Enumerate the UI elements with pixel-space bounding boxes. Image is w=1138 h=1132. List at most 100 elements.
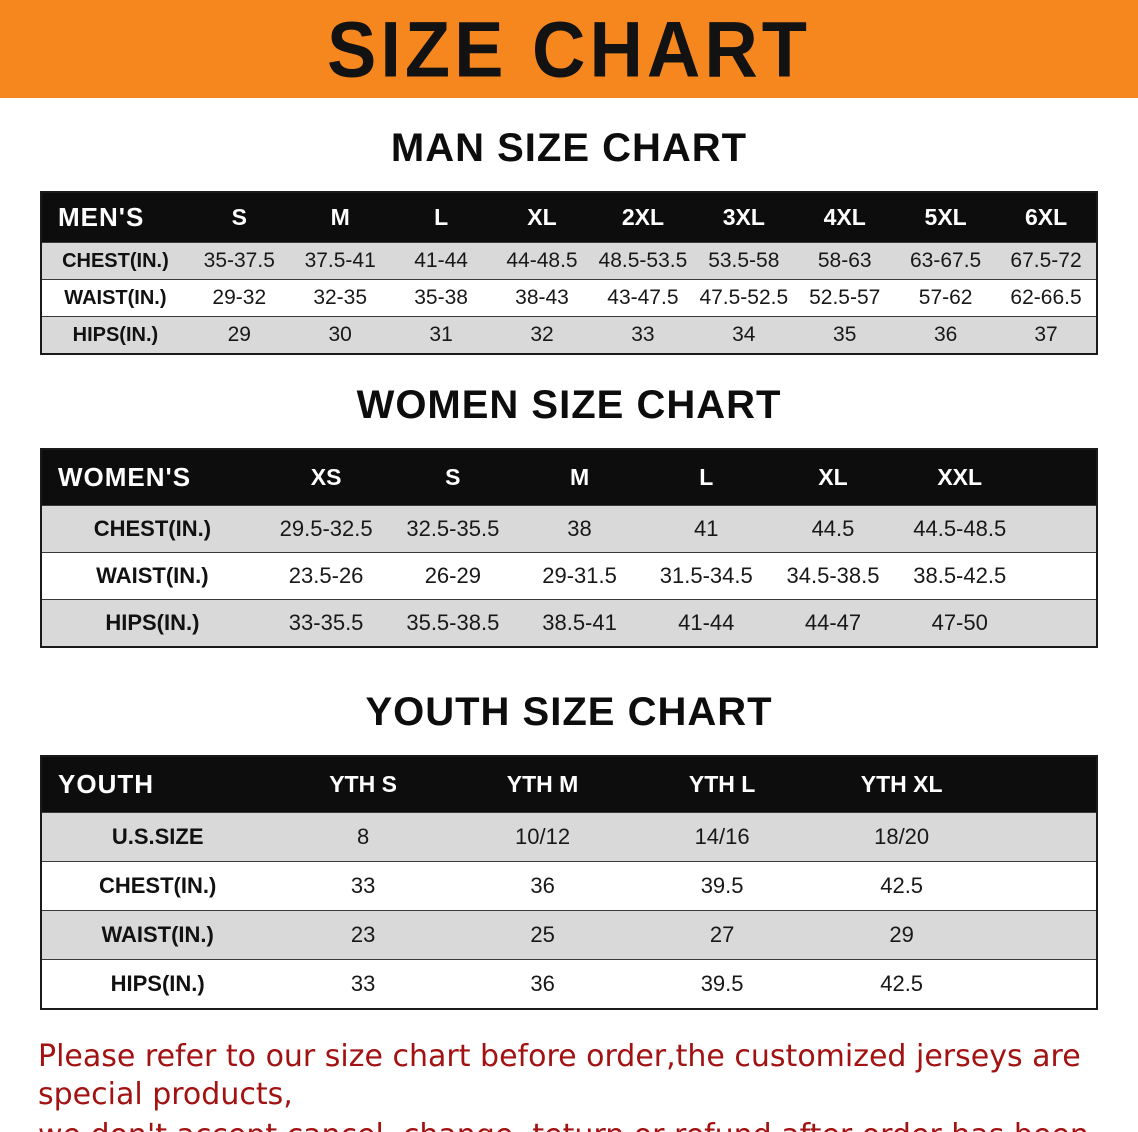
table-row: HIPS(IN.) 33 36 39.5 42.5 <box>41 959 1097 1010</box>
size-value: 37.5-41 <box>304 249 376 272</box>
size-value: 35-37.5 <box>203 249 275 272</box>
size-column-header: YTH XL <box>811 756 992 813</box>
size-value: 58-63 <box>817 249 872 272</box>
spacer-cell <box>991 862 1097 911</box>
size-value: 41 <box>694 516 719 541</box>
size-value: 10/12 <box>515 824 571 849</box>
page-title: SIZE CHART <box>327 5 811 93</box>
size-value: 57-62 <box>918 286 973 309</box>
size-value: 33-35.5 <box>288 610 364 635</box>
size-value: 44.5-48.5 <box>913 516 1007 541</box>
size-value: 63-67.5 <box>910 249 982 272</box>
table-row: WAIST(IN.) 29-32 32-35 35-38 38-43 43-47.5 47.… <box>41 279 1097 317</box>
disclaimer-line-1: Please refer to our size chart before or… <box>38 1039 1081 1112</box>
size-value: 41-44 <box>414 249 468 272</box>
size-value: 38 <box>567 516 592 541</box>
size-value: 14/16 <box>694 824 750 849</box>
size-value: 32 <box>530 323 554 346</box>
women-size-heading: WOMEN SIZE CHART <box>356 383 782 427</box>
row-label: CHEST(IN.) <box>98 873 217 898</box>
size-column-header: S <box>389 449 517 506</box>
table-row: CHEST(IN.) 35-37.5 37.5-41 41-44 44-48.5 48.5… <box>41 242 1097 280</box>
size-value: 42.5 <box>880 971 924 996</box>
size-value: 35 <box>833 323 857 346</box>
disclaimer-line-2: we don't accept cancel, change, teturn o… <box>38 1117 1100 1132</box>
size-value: 33 <box>350 971 376 996</box>
size-value: 32.5-35.5 <box>406 516 500 541</box>
spacer-cell <box>1023 449 1097 506</box>
spacer-cell <box>991 960 1097 1010</box>
size-value: 29-31.5 <box>542 563 617 588</box>
table-row: HIPS(IN.) 33-35.5 35.5-38.5 38.5-41 41-44 44-… <box>41 599 1097 648</box>
size-column-header: YTH M <box>452 756 633 813</box>
size-value: 62-66.5 <box>1010 286 1082 309</box>
size-value: 47.5-52.5 <box>699 286 789 309</box>
row-label: U.S.SIZE <box>111 824 204 849</box>
table-corner-label: WOMEN'S <box>41 449 263 506</box>
disclaimer: Please refer to our size chart before or… <box>0 1038 1138 1132</box>
table-row: WAIST(IN.) 23.5-26 26-29 29-31.5 31.5-34.5 34… <box>41 552 1097 600</box>
table-row: WAIST(IN.) 23 25 27 29 <box>41 910 1097 960</box>
size-column-header: 3XL <box>693 192 795 243</box>
row-label: HIPS(IN.) <box>105 610 200 635</box>
size-column-header: YTH L <box>632 756 812 813</box>
size-value: 23 <box>350 922 376 947</box>
size-value: 38.5-42.5 <box>913 563 1007 588</box>
size-value: 38.5-41 <box>542 610 617 635</box>
row-label: HIPS(IN.) <box>72 323 159 346</box>
size-value: 29 <box>889 922 914 947</box>
size-value: 36 <box>530 873 555 898</box>
size-value: 26-29 <box>424 563 481 588</box>
women-section: WOMEN SIZE CHART WOMEN'S XS S M L XL XXL CHEST(… <box>0 383 1138 648</box>
size-column-header: 6XL <box>996 192 1097 243</box>
table-header-row: MEN'S S M L XL 2XL 3XL 4XL 5XL 6XL <box>41 192 1097 243</box>
size-value: 29.5-32.5 <box>279 516 373 541</box>
size-value: 42.5 <box>880 873 924 898</box>
size-value: 31 <box>429 323 453 346</box>
size-value: 35-38 <box>414 286 468 309</box>
size-value: 35.5-38.5 <box>406 610 500 635</box>
size-value: 30 <box>328 323 352 346</box>
row-label: CHEST(IN.) <box>62 249 169 272</box>
row-label: CHEST(IN.) <box>93 516 212 541</box>
men-section: MAN SIZE CHART MEN'S S M L XL 2XL 3XL 4XL 5XL 6XL… <box>0 126 1138 355</box>
spacer-cell <box>991 813 1097 862</box>
size-column-header: XL <box>769 449 897 506</box>
size-column-header: 2XL <box>592 192 694 243</box>
banner: SIZE CHART <box>0 0 1138 98</box>
size-value: 18/20 <box>874 824 930 849</box>
size-value: 43-47.5 <box>607 286 679 309</box>
size-value: 36 <box>933 323 958 346</box>
size-value: 34 <box>732 323 756 346</box>
size-value: 47-50 <box>931 610 988 635</box>
spacer-cell <box>1023 506 1097 553</box>
size-value: 23.5-26 <box>288 563 364 588</box>
size-value: 44-48.5 <box>506 249 578 272</box>
row-label: WAIST(IN.) <box>96 563 209 588</box>
size-value: 44-47 <box>804 610 862 635</box>
size-value: 33 <box>350 873 376 898</box>
size-value: 29 <box>227 323 251 346</box>
spacer-cell <box>1023 553 1097 600</box>
table-row: CHEST(IN.) 33 36 39.5 42.5 <box>41 861 1097 911</box>
size-value: 8 <box>356 824 370 849</box>
size-value: 39.5 <box>700 971 744 996</box>
spacer-cell <box>991 756 1097 813</box>
table-corner-label: MEN'S <box>41 192 189 243</box>
size-value: 32-35 <box>313 286 368 309</box>
size-value: 31.5-34.5 <box>659 563 753 588</box>
size-value: 52.5-57 <box>809 286 881 309</box>
table-corner-label: YOUTH <box>41 756 274 813</box>
size-column-header: M <box>516 449 643 506</box>
size-column-header: L <box>642 449 770 506</box>
men-size-table: MEN'S S M L XL 2XL 3XL 4XL 5XL 6XL CHEST(IN.) 35-37… <box>40 191 1098 355</box>
size-value: 39.5 <box>700 873 744 898</box>
size-column-header: L <box>390 192 492 243</box>
spacer-cell <box>1023 600 1097 648</box>
size-value: 34.5-38.5 <box>786 563 880 588</box>
size-value: 29-32 <box>212 286 267 309</box>
size-value: 36 <box>530 971 555 996</box>
youth-size-table: YOUTH YTH S YTH M YTH L YTH XL U.S.SIZE 8 10/12… <box>40 755 1098 1010</box>
size-value: 67.5-72 <box>1010 249 1082 272</box>
